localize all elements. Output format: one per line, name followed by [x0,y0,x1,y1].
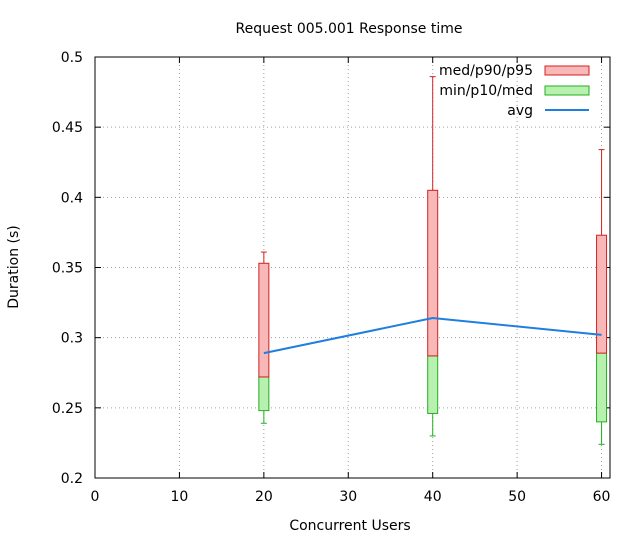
y-axis-label: Duration (s) [6,225,22,308]
chart-title: Request 005.001 Response time [236,21,463,37]
x-tick-label: 30 [339,489,357,505]
avg-line [263,317,602,355]
y-tick-label: 0.25 [52,401,83,417]
upper-box [258,262,270,378]
lower-box [258,376,270,412]
lower-box [596,352,608,423]
box-series [258,76,608,445]
lower-box [427,355,439,414]
x-tick-label: 40 [424,489,442,505]
box-group [427,76,439,437]
x-tick-label: 10 [171,489,189,505]
upper-box [596,234,608,354]
box-group [258,251,270,424]
y-tick-label: 0.3 [61,331,83,347]
upper-box [427,189,439,357]
avg-series [263,317,602,355]
x-axis-label: Concurrent Users [289,518,410,534]
y-tick-label: 0.45 [52,120,83,136]
plot-frame [94,56,611,479]
legend-label: med/p90/p95 [439,63,533,79]
legend-item: avg [507,103,589,119]
legend: med/p90/p95 min/p10/med avg [439,63,590,119]
x-tick-label: 50 [508,489,526,505]
legend-item: med/p90/p95 [439,63,590,79]
box-group [596,149,608,445]
x-axis: 0 10 20 30 40 50 60 [91,57,611,505]
grid [95,57,610,478]
legend-swatch [544,65,590,76]
x-tick-label: 60 [593,489,611,505]
x-tick-label: 20 [255,489,273,505]
x-tick-label: 0 [91,489,100,505]
legend-item: min/p10/med [439,83,590,99]
y-tick-label: 0.4 [61,190,83,206]
y-tick-label: 0.35 [52,261,83,277]
legend-label: min/p10/med [439,83,533,99]
legend-label: avg [507,103,533,119]
y-tick-label: 0.2 [61,471,83,487]
legend-swatch [544,85,590,96]
y-tick-label: 0.5 [61,50,83,66]
